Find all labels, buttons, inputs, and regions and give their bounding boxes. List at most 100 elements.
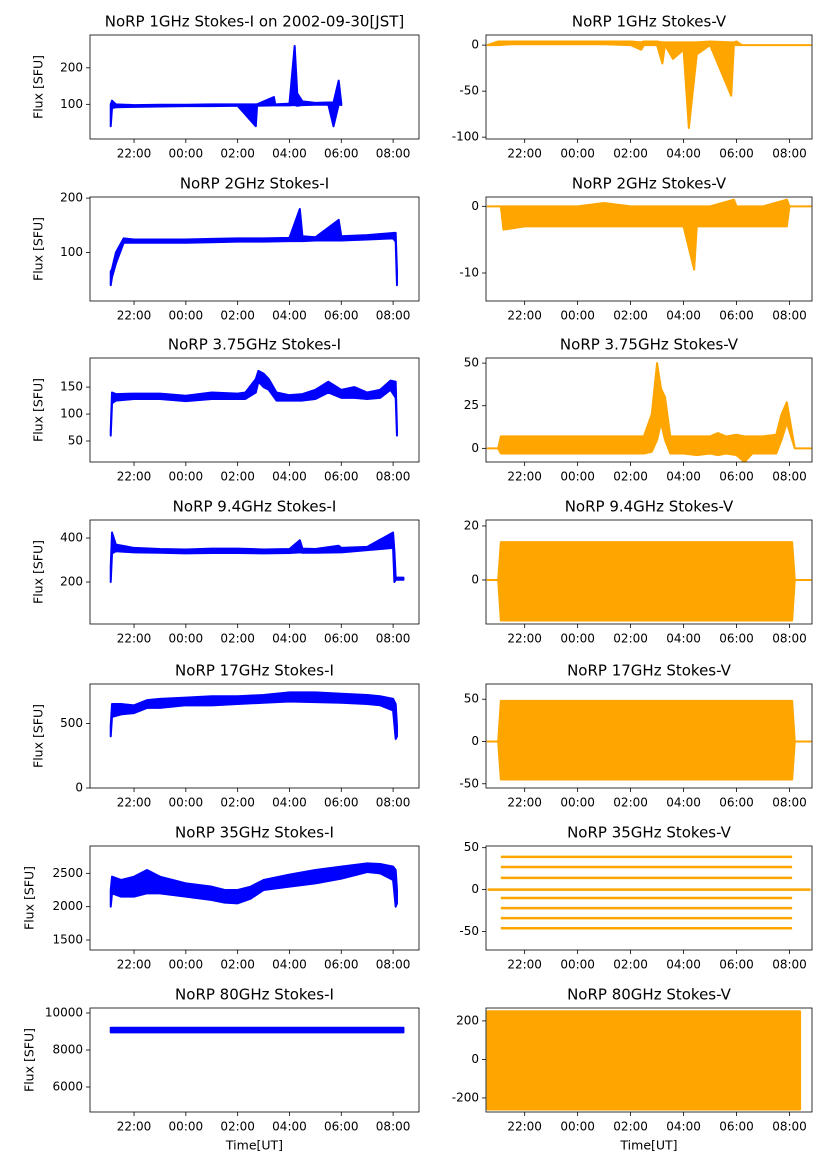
panel: NoRP 17GHz Stokes-V 22:00 00:00 02:00 04:00 0… <box>459 662 813 810</box>
x-tick-label: 08:00 <box>772 1120 807 1134</box>
y-axis-label: Flux [SFU] <box>22 1028 37 1092</box>
y-axis-label: Flux [SFU] <box>31 378 46 442</box>
x-tick-label: 22:00 <box>117 1120 152 1134</box>
plot-area <box>109 1026 405 1034</box>
x-tick-label: 04:00 <box>666 796 701 810</box>
axes-frame <box>89 519 420 625</box>
y-tick-label: -50 <box>459 776 479 790</box>
axes-frame <box>485 357 813 463</box>
x-tick-label: 08:00 <box>772 309 807 323</box>
axes-frame <box>485 196 813 302</box>
panel: NoRP 2GHz Stokes-V 22:00 00:00 02:00 04:00 06… <box>459 175 813 323</box>
panel: NoRP 9.4GHz Stokes-V 22:00 00:00 02:00 04:00… <box>464 498 813 646</box>
y-tick-label: 0 <box>471 441 479 455</box>
series-band <box>109 531 405 584</box>
y-tick-label: -10 <box>459 266 479 280</box>
x-tick-label: 06:00 <box>719 1120 754 1134</box>
series-band <box>109 862 398 908</box>
y-tick-label: 10000 <box>45 1005 83 1019</box>
series-band <box>486 541 812 622</box>
x-tick-label: 00:00 <box>169 796 204 810</box>
x-tick-label: 08:00 <box>376 796 411 810</box>
panel: NoRP 3.75GHz Stokes-I 22:00 00:00 02:00 04:0… <box>31 336 420 484</box>
x-tick-label: 02:00 <box>220 147 255 161</box>
y-axis-label: Flux [SFU] <box>31 217 46 281</box>
x-tick-label: 00:00 <box>560 632 595 646</box>
x-tick-label: 04:00 <box>666 470 701 484</box>
plot-area <box>109 531 405 584</box>
panel-title: NoRP 9.4GHz Stokes-V <box>565 498 734 516</box>
y-axis-label: Flux [SFU] <box>22 866 37 930</box>
x-tick-label: 08:00 <box>376 1120 411 1134</box>
panel: NoRP 2GHz Stokes-I 22:00 00:00 02:00 04:00 06… <box>31 175 420 323</box>
y-tick-label: -200 <box>452 1090 479 1104</box>
panel-title: NoRP 3.75GHz Stokes-I <box>168 336 341 354</box>
x-tick-label: 22:00 <box>117 470 152 484</box>
y-tick-label: 200 <box>60 575 83 589</box>
x-tick-label: 08:00 <box>772 958 807 972</box>
plot-area <box>487 855 811 930</box>
x-tick-label: 06:00 <box>324 147 359 161</box>
axes-frame <box>89 845 420 951</box>
axes-frame <box>485 683 813 789</box>
y-tick-label: 0 <box>471 1052 479 1066</box>
axes-frame <box>89 683 420 789</box>
x-tick-label: 02:00 <box>613 796 648 810</box>
x-tick-label: 08:00 <box>772 470 807 484</box>
x-tick-label: 22:00 <box>117 958 152 972</box>
x-tick-label: 06:00 <box>324 796 359 810</box>
series-band <box>109 207 398 287</box>
y-tick-label: 50 <box>464 692 479 706</box>
axes-frame <box>485 845 813 951</box>
x-tick-label: 02:00 <box>220 309 255 323</box>
x-tick-label: 06:00 <box>324 1120 359 1134</box>
y-tick-label: 6000 <box>52 1080 83 1094</box>
panel-title: NoRP 80GHz Stokes-V <box>567 986 732 1004</box>
series-band <box>109 691 398 740</box>
x-tick-label: 22:00 <box>117 147 152 161</box>
series-band <box>486 40 812 129</box>
series-band <box>486 699 812 781</box>
y-axis-label: Flux [SFU] <box>31 704 46 768</box>
x-tick-label: 00:00 <box>560 147 595 161</box>
series-band <box>486 198 812 271</box>
x-tick-label: 02:00 <box>220 796 255 810</box>
y-tick-label: 0 <box>471 38 479 52</box>
x-tick-label: 04:00 <box>666 147 701 161</box>
plot-area <box>109 691 398 740</box>
panel: NoRP 17GHz Stokes-I 22:00 00:00 02:00 04:00 0… <box>31 662 420 810</box>
x-tick-label: 06:00 <box>719 309 754 323</box>
y-tick-label: 0 <box>471 199 479 213</box>
x-tick-label: 00:00 <box>169 147 204 161</box>
x-tick-label: 08:00 <box>376 147 411 161</box>
x-tick-label: 02:00 <box>613 958 648 972</box>
panel-title: NoRP 80GHz Stokes-I <box>175 986 334 1004</box>
panel: NoRP 3.75GHz Stokes-V 22:00 00:00 02:00 04:0… <box>464 336 813 484</box>
plot-area <box>486 541 812 622</box>
x-tick-label: 02:00 <box>220 632 255 646</box>
y-tick-label: 50 <box>68 433 83 447</box>
x-tick-label: 04:00 <box>666 632 701 646</box>
y-tick-label: 2000 <box>52 899 83 913</box>
y-tick-label: 50 <box>464 356 479 370</box>
panel-title: NoRP 17GHz Stokes-V <box>567 662 732 680</box>
x-tick-label: 06:00 <box>719 632 754 646</box>
x-tick-label: 04:00 <box>666 309 701 323</box>
x-tick-label: 04:00 <box>272 147 307 161</box>
y-tick-label: 400 <box>60 531 83 545</box>
panel: NoRP 80GHz Stokes-I 22:00 00:00 02:00 04:00 0… <box>22 986 420 1153</box>
axes-frame <box>485 1007 813 1113</box>
axes-frame <box>89 357 420 463</box>
x-tick-label: 08:00 <box>376 958 411 972</box>
y-tick-label: -50 <box>459 924 479 938</box>
plot-area <box>486 198 812 271</box>
y-tick-label: 0 <box>75 781 83 795</box>
axes-frame <box>485 34 813 140</box>
axes-frame <box>485 519 813 625</box>
panel-title: NoRP 9.4GHz Stokes-I <box>173 498 337 516</box>
x-tick-label: 22:00 <box>117 309 152 323</box>
x-tick-label: 06:00 <box>324 958 359 972</box>
x-tick-label: 02:00 <box>613 470 648 484</box>
y-tick-label: 50 <box>464 840 479 854</box>
y-tick-label: 200 <box>60 191 83 205</box>
